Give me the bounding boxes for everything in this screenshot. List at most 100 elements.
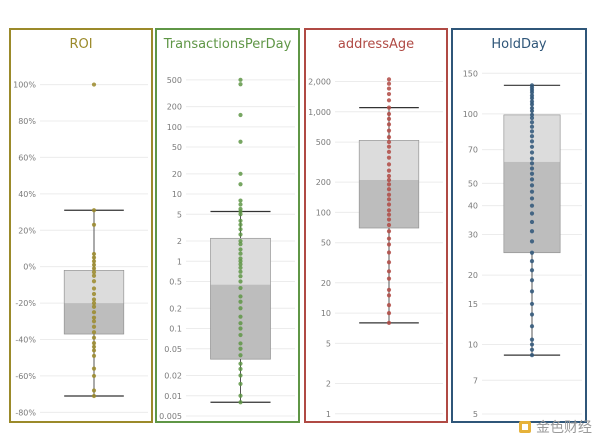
y-tick-label: 15 bbox=[468, 300, 478, 309]
data-point bbox=[529, 203, 535, 208]
y-tick-label: 0.005 bbox=[159, 412, 182, 421]
data-point bbox=[386, 269, 392, 274]
data-point bbox=[238, 198, 243, 203]
data-point bbox=[529, 278, 535, 283]
y-tick-label: 0.01 bbox=[164, 392, 182, 401]
data-point bbox=[238, 171, 243, 176]
data-point bbox=[238, 227, 243, 232]
y-tick-label: 2 bbox=[326, 379, 331, 388]
data-point bbox=[529, 337, 535, 342]
panel-frame bbox=[451, 28, 587, 423]
data-point bbox=[238, 262, 243, 267]
data-point bbox=[386, 202, 392, 207]
data-point bbox=[91, 273, 97, 278]
data-point bbox=[386, 81, 392, 86]
data-point bbox=[238, 218, 243, 223]
data-point bbox=[529, 289, 535, 294]
data-point bbox=[386, 91, 392, 97]
data-point bbox=[529, 124, 535, 129]
data-point bbox=[529, 115, 535, 121]
panel-title: addressAge bbox=[338, 37, 414, 52]
y-tick-label: 0.2 bbox=[169, 304, 182, 313]
data-point bbox=[238, 77, 243, 82]
data-point bbox=[529, 324, 535, 329]
data-point bbox=[386, 77, 392, 82]
data-point bbox=[386, 250, 392, 255]
data-point bbox=[238, 247, 243, 252]
data-point bbox=[91, 251, 97, 257]
data-point bbox=[386, 139, 392, 145]
y-tick-label: 500 bbox=[167, 76, 182, 85]
data-point bbox=[91, 304, 97, 309]
y-tick-label: 200 bbox=[316, 178, 331, 187]
data-point bbox=[529, 112, 535, 118]
data-point bbox=[238, 238, 243, 244]
data-point bbox=[529, 189, 535, 194]
data-point bbox=[91, 291, 97, 297]
y-tick-label: 5 bbox=[177, 210, 182, 219]
panel-2: TransactionsPerDay 500 200 100 50 20 10 5 2 1 0.5 0… bbox=[155, 28, 300, 423]
y-tick-label: 100 bbox=[316, 208, 331, 217]
data-point bbox=[529, 312, 535, 317]
panel-frame bbox=[9, 28, 153, 423]
y-tick-label: 0.05 bbox=[164, 345, 182, 354]
data-point bbox=[238, 202, 243, 207]
y-tick-label: 40% bbox=[18, 190, 36, 199]
data-point bbox=[238, 232, 243, 237]
y-tick-label: 20% bbox=[18, 226, 36, 235]
data-point bbox=[529, 196, 535, 201]
data-point bbox=[529, 229, 535, 234]
data-point bbox=[238, 212, 243, 217]
data-point bbox=[91, 208, 97, 213]
data-point bbox=[386, 293, 392, 298]
data-point bbox=[91, 286, 97, 291]
y-tick-label: 2,000 bbox=[308, 77, 331, 86]
y-tick-label: 20 bbox=[172, 170, 182, 179]
data-point bbox=[529, 177, 535, 182]
data-point bbox=[386, 260, 392, 265]
data-point bbox=[529, 120, 535, 125]
data-point bbox=[238, 381, 243, 387]
data-point bbox=[91, 344, 97, 349]
data-point bbox=[529, 156, 535, 161]
panel-frame bbox=[304, 28, 448, 423]
data-point bbox=[386, 144, 392, 149]
panel-title: HoldDay bbox=[491, 37, 547, 52]
data-point bbox=[386, 320, 392, 325]
data-point bbox=[91, 335, 97, 340]
y-tick-label: 10 bbox=[468, 341, 478, 350]
y-tick-label: 50 bbox=[468, 179, 478, 188]
data-point bbox=[238, 279, 243, 284]
y-tick-label: 200 bbox=[167, 103, 182, 112]
data-point bbox=[91, 222, 97, 227]
data-point bbox=[386, 242, 392, 247]
data-point bbox=[386, 155, 392, 160]
y-tick-label: 7 bbox=[473, 376, 478, 385]
data-point bbox=[529, 139, 535, 144]
data-point bbox=[238, 373, 243, 378]
data-point bbox=[238, 306, 243, 311]
data-point bbox=[386, 111, 392, 117]
y-tick-label: 10 bbox=[172, 190, 182, 199]
y-tick-label: 10 bbox=[321, 309, 331, 318]
y-tick-label: 50 bbox=[172, 143, 182, 152]
data-point bbox=[386, 229, 392, 234]
data-point bbox=[386, 168, 392, 173]
data-point bbox=[238, 294, 243, 299]
y-tick-label: 100% bbox=[13, 81, 36, 90]
data-point bbox=[91, 324, 97, 329]
data-point bbox=[529, 102, 535, 107]
data-point bbox=[386, 192, 392, 197]
y-tick-label: 2 bbox=[177, 237, 182, 246]
data-point bbox=[238, 361, 243, 366]
data-point bbox=[529, 161, 535, 166]
data-point bbox=[386, 173, 392, 179]
data-point bbox=[91, 310, 97, 315]
data-point bbox=[238, 259, 243, 264]
data-point bbox=[529, 129, 535, 134]
data-point bbox=[91, 266, 97, 271]
data-point bbox=[238, 265, 243, 270]
data-point bbox=[529, 347, 535, 352]
data-point bbox=[238, 222, 243, 227]
